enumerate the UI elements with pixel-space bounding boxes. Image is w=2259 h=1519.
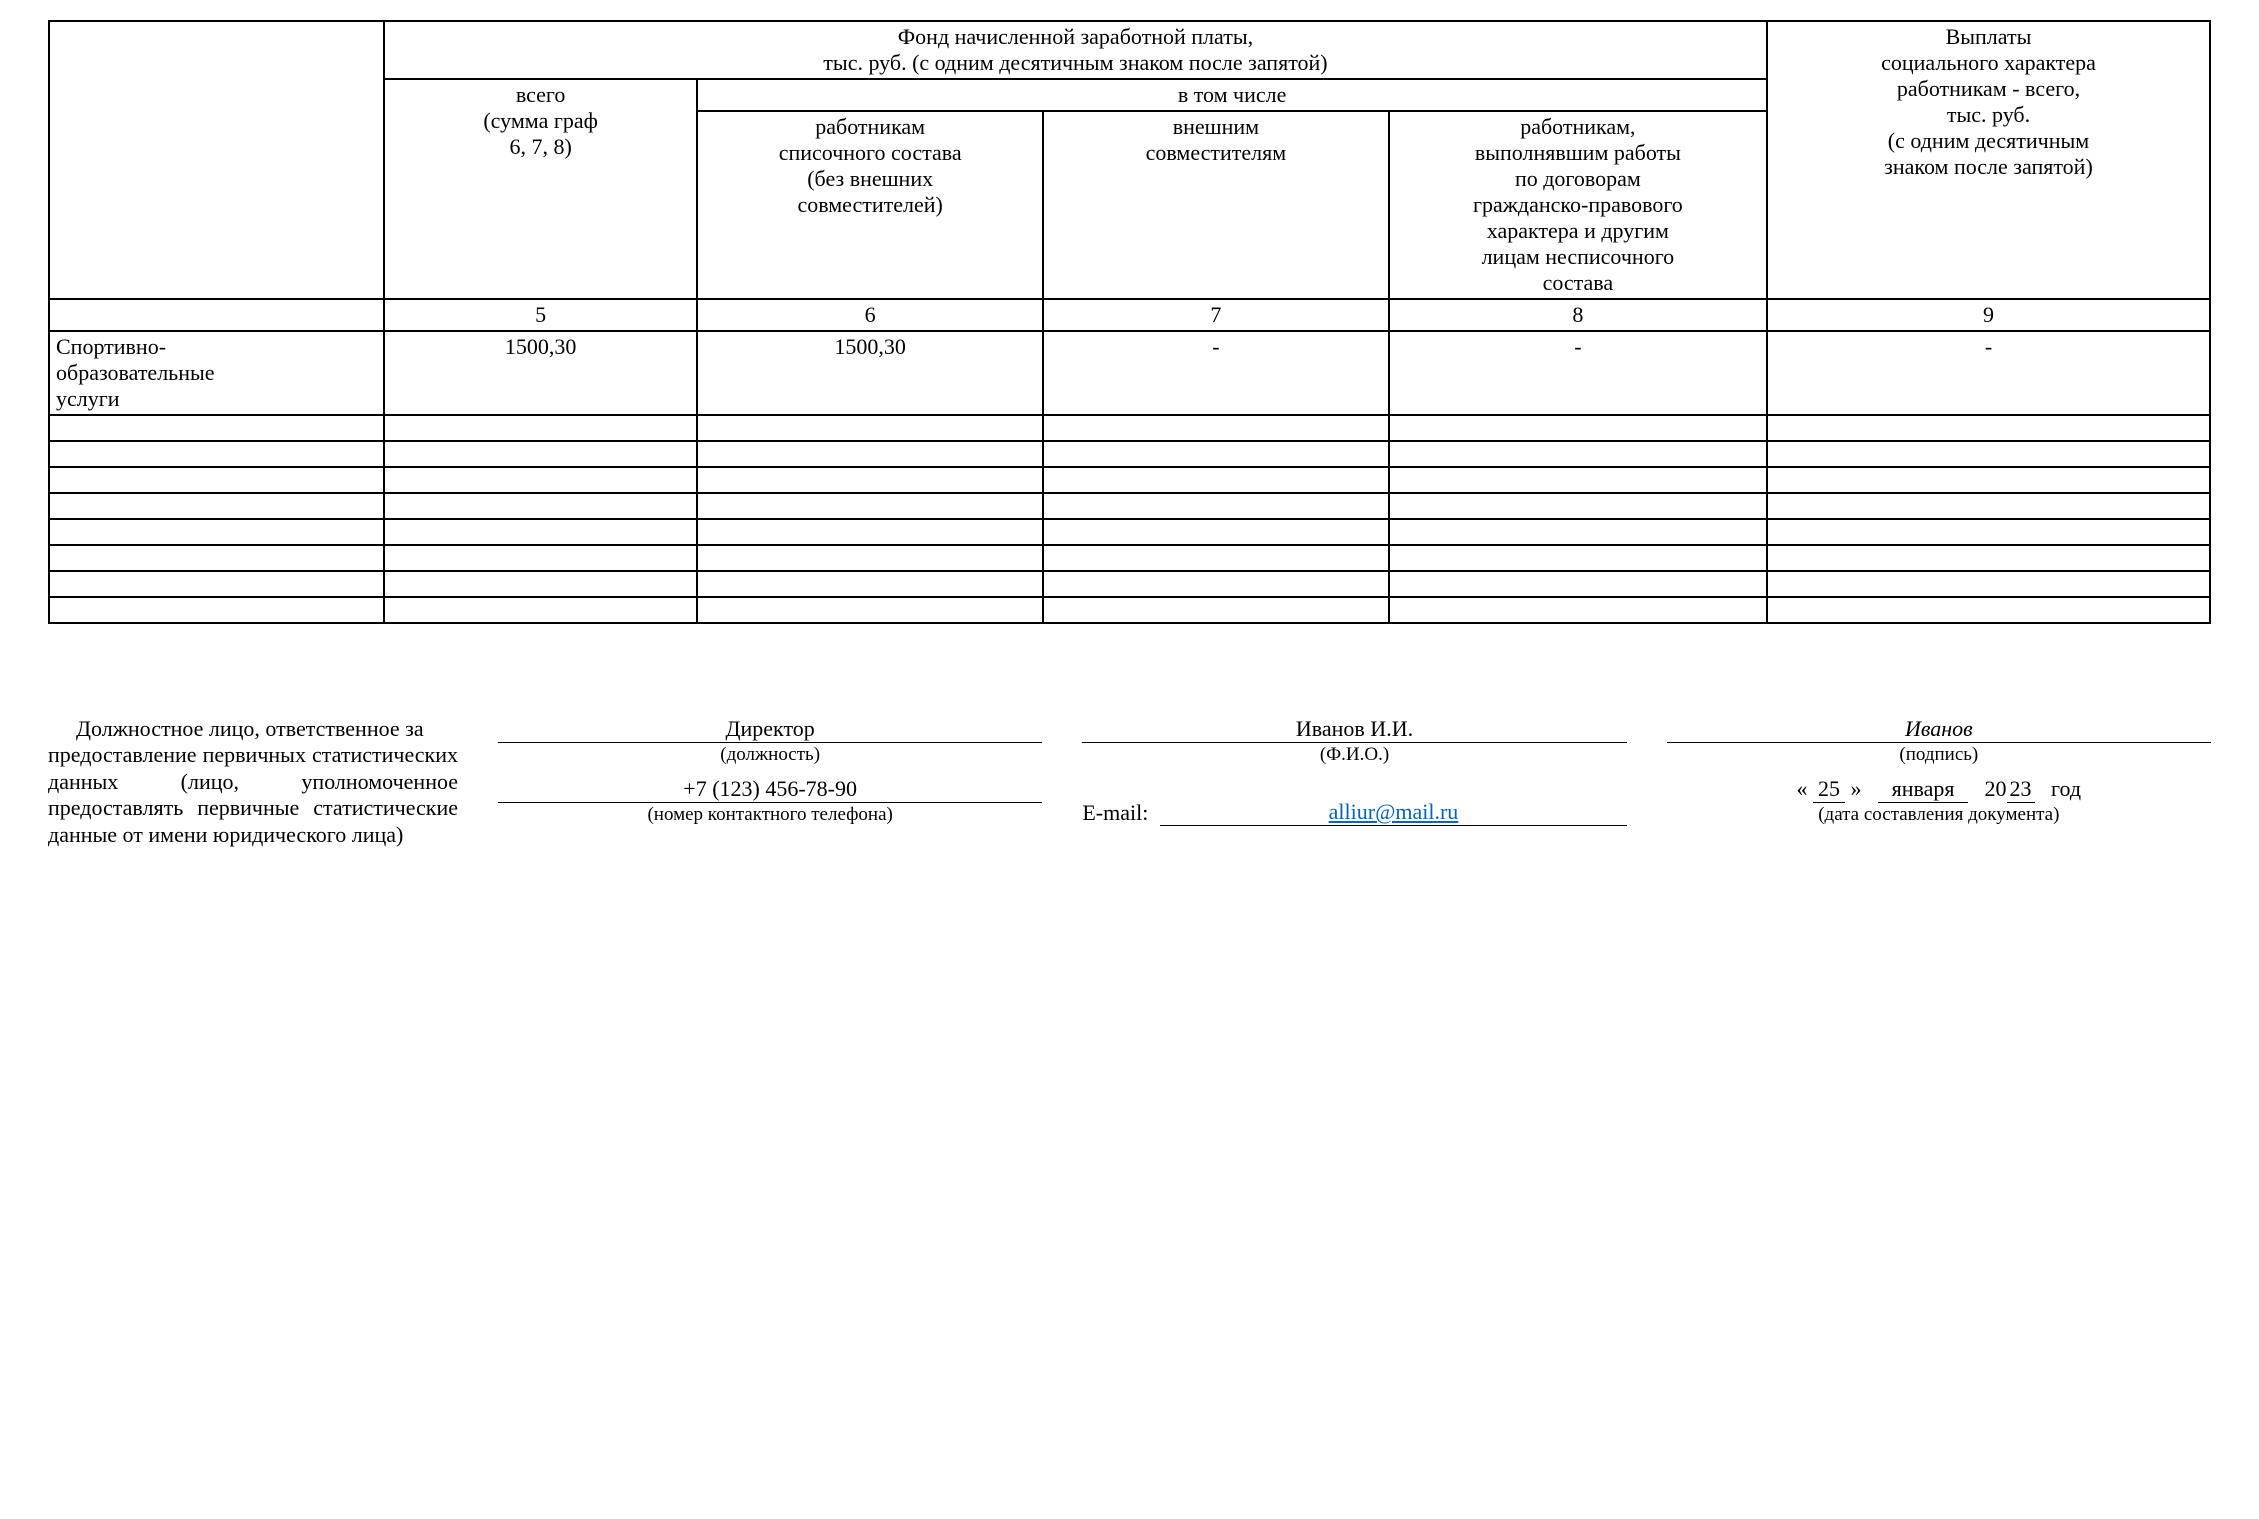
table-row [49,467,2210,493]
header-social: Выплаты социального характера работникам… [1767,21,2210,299]
cell-5: 1500,30 [384,331,697,415]
header-col6: работникам списочного состава (без внешн… [697,111,1043,299]
table-row [49,597,2210,623]
sign-value: Иванов [1667,716,2211,743]
sign-caption: (подпись) [1899,744,1978,766]
colnum-8: 8 [1389,299,1767,331]
table-row [49,493,2210,519]
table-row: Спортивно- образовательные услуги 1500,3… [49,331,2210,415]
email-label: E-mail: [1082,800,1148,826]
header-fund-l2: тыс. руб. (с одним десятичным знаком пос… [823,50,1327,75]
colnum-7: 7 [1043,299,1389,331]
colnum-6: 6 [697,299,1043,331]
colnum-5: 5 [384,299,697,331]
cell-8: - [1389,331,1767,415]
header-fund-l1: Фонд начисленной заработной платы, [898,24,1253,49]
date-caption: (дата составления документа) [1818,804,2059,826]
row-name: Спортивно- образовательные услуги [49,331,384,415]
header-col7: внешним совместителям [1043,111,1389,299]
column-number-row: 5 6 7 8 9 [49,299,2210,331]
cell-9: - [1767,331,2210,415]
colnum-9: 9 [1767,299,2210,331]
date-year: 23 [2007,776,2035,803]
fio-value: Иванов И.И. [1082,716,1626,743]
header-col8: работникам, выполнявшим работы по догово… [1389,111,1767,299]
table-row [49,415,2210,441]
header-fund: Фонд начисленной заработной платы, тыс. … [384,21,1767,79]
table-row [49,441,2210,467]
responsible-person-text: Должностное лицо, ответственное за предо… [48,716,458,848]
table-row [49,545,2210,571]
position-value: Директор [498,716,1042,743]
fio-caption: (Ф.И.О.) [1320,744,1389,766]
signature-block: Должностное лицо, ответственное за предо… [48,716,2211,848]
phone-caption: (номер контактного телефона) [647,804,892,826]
date-day: 25 [1813,776,1845,803]
table-row [49,571,2210,597]
email-link[interactable]: alliur@mail.ru [1329,799,1459,824]
date-group: « 25 » января 2023 год [1797,776,2082,803]
cell-6: 1500,30 [697,331,1043,415]
date-month: января [1878,776,1968,803]
payroll-table: Фонд начисленной заработной платы, тыс. … [48,20,2211,624]
header-empty [49,21,384,299]
cell-7: - [1043,331,1389,415]
header-including: в том числе [697,79,1767,111]
phone-value: +7 (123) 456-78-90 [498,776,1042,803]
header-total: всего (сумма граф 6, 7, 8) [384,79,697,299]
position-caption: (должность) [720,744,820,766]
table-row [49,519,2210,545]
